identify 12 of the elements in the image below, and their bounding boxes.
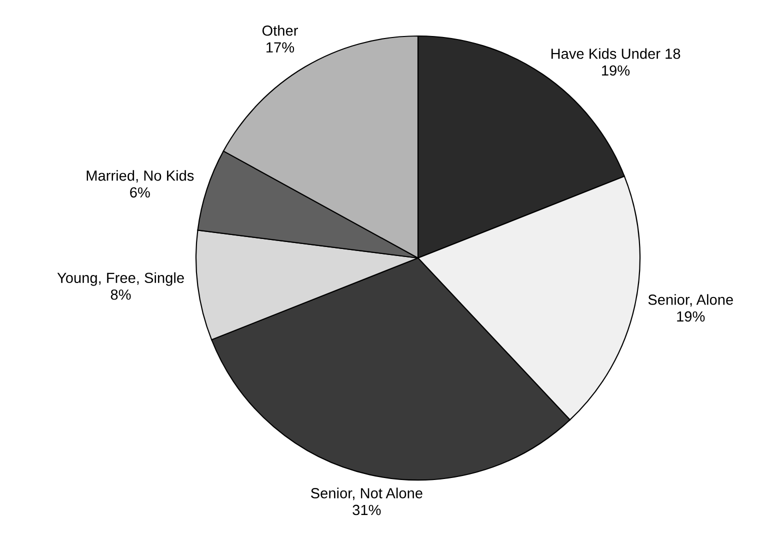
- data-label: 19%: [602, 65, 630, 76]
- data-label: 6%: [130, 187, 150, 198]
- data-label: 8%: [110, 289, 131, 300]
- slice-label: Have Kids Under 18: [551, 48, 680, 59]
- slice-label: Other: [262, 25, 298, 36]
- slice-label: Young, Free, Single: [57, 272, 184, 286]
- slice-label: Senior, Not Alone: [310, 488, 422, 500]
- data-label: 31%: [352, 504, 381, 516]
- data-label: 17%: [266, 42, 294, 53]
- slice-label: Married, No Kids: [86, 170, 194, 183]
- data-label: 19%: [677, 311, 705, 322]
- slice-label: Senior, Alone: [648, 294, 733, 307]
